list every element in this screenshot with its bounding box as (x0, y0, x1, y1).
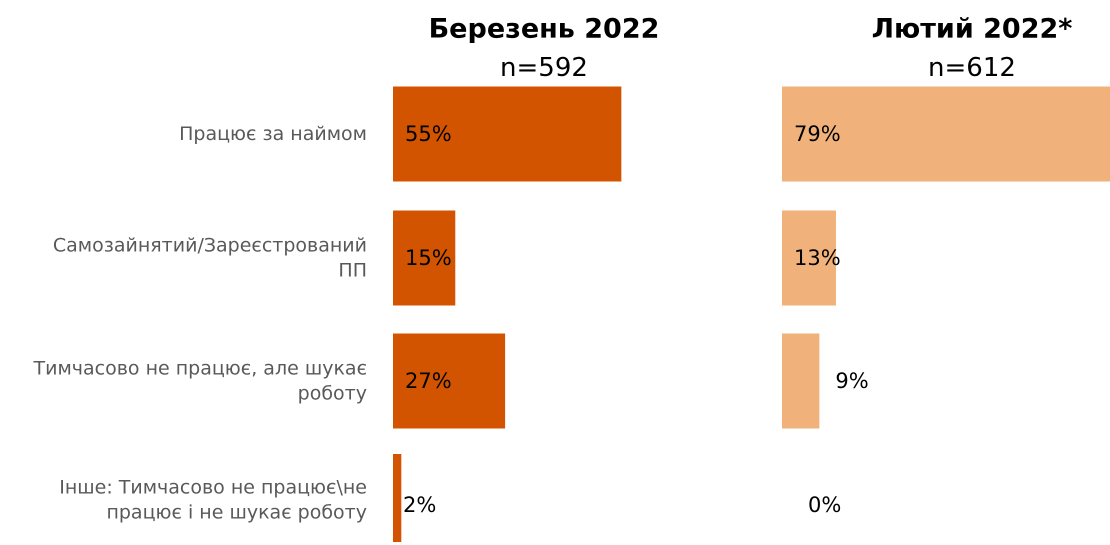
panel-sample-size: n=592 (500, 53, 588, 83)
category-label-line: роботу (298, 383, 367, 405)
panel-title: Березень 2022 (429, 14, 660, 45)
category-label-line: Інше: Тимчасово не працює\не (59, 477, 367, 499)
category-label-line: Працює за наймом (179, 123, 367, 145)
bar (393, 333, 506, 429)
data-label: 15% (405, 246, 452, 270)
data-label: 13% (794, 246, 841, 270)
panel-sample-size: n=612 (928, 53, 1016, 83)
data-label: 79% (794, 122, 841, 146)
bar (782, 86, 1110, 182)
bar (393, 86, 622, 182)
bar (782, 210, 836, 306)
category-label-line: ПП (338, 260, 367, 282)
category-label: Працює за наймом (179, 123, 367, 145)
category-label-line: Тимчасово не працює, але шукає (33, 358, 368, 380)
data-label: 9% (835, 369, 868, 393)
bar (393, 454, 402, 542)
bar (393, 210, 456, 306)
bar (782, 333, 820, 429)
data-label: 2% (403, 493, 436, 517)
category-label-line: Самозайнятий/Зареєстрований (53, 235, 367, 257)
category-label: Тимчасово не працює, але шукає роботу (33, 358, 368, 405)
data-label: 27% (405, 369, 452, 393)
category-label: Інше: Тимчасово не працює\не працює і не … (59, 477, 367, 524)
data-label: 55% (405, 122, 452, 146)
category-label-line: працює і не шукає роботу (106, 502, 367, 524)
category-label: Самозайнятий/Зареєстрований ПП (53, 235, 367, 282)
data-label: 0% (808, 493, 841, 517)
panel-title: Лютий 2022* (872, 14, 1073, 45)
